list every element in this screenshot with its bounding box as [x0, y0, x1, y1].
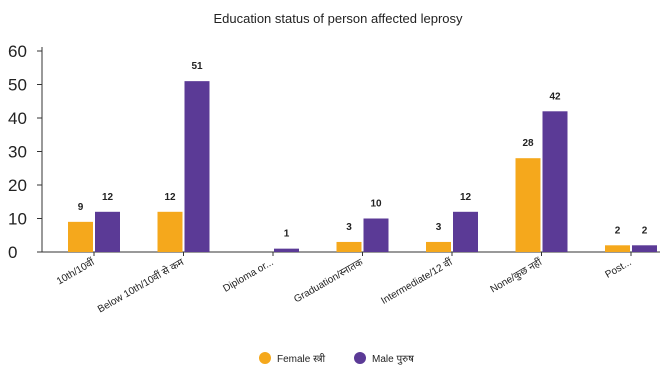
bar — [605, 245, 630, 252]
data-label: 42 — [549, 91, 561, 102]
bar — [453, 211, 478, 252]
data-label: 51 — [191, 61, 203, 72]
x-tick-label: Below 10th/10वीं से कम — [96, 256, 187, 316]
legend: Female स्त्री Male पुरुष — [259, 352, 414, 365]
bar — [363, 218, 389, 252]
data-label: 12 — [164, 192, 176, 203]
y-tick-label: 60 — [8, 42, 27, 61]
bar — [184, 81, 210, 253]
data-label: 12 — [460, 192, 472, 203]
y-tick-label: 10 — [8, 210, 27, 229]
bar — [336, 241, 362, 252]
bar — [95, 211, 120, 252]
data-label: 1 — [284, 229, 290, 240]
legend-label: Female स्त्री — [277, 353, 326, 365]
y-tick-label: 50 — [8, 76, 27, 95]
bar — [542, 111, 568, 252]
y-tick-label: 0 — [8, 243, 17, 262]
x-tick-label: Post... — [603, 257, 633, 281]
bar — [515, 158, 541, 252]
data-label: 3 — [436, 222, 442, 233]
data-label: 28 — [522, 138, 534, 149]
bar — [274, 248, 299, 252]
bar — [157, 211, 183, 252]
chart-title: Education status of person affected lepr… — [213, 11, 463, 26]
bar — [68, 221, 93, 252]
x-tick-label: None/कुछ नहीं — [488, 256, 544, 295]
data-label: 2 — [642, 225, 648, 236]
data-label: 2 — [615, 225, 621, 236]
x-tick-label: Intermediate/12 वीं — [379, 256, 455, 307]
data-label: 10 — [370, 199, 382, 210]
data-label: 12 — [102, 192, 114, 203]
data-label: 3 — [346, 222, 352, 233]
x-tick-label: Diploma or... — [221, 257, 275, 295]
data-label: 9 — [78, 202, 84, 213]
y-tick-label: 40 — [8, 109, 27, 128]
legend-swatch — [354, 352, 366, 364]
y-tick-label: 30 — [8, 143, 27, 162]
x-tick-label: 10th/10वीं — [55, 256, 97, 287]
y-tick-label: 20 — [8, 176, 27, 195]
legend-label: Male पुरुष — [372, 354, 414, 365]
bar — [426, 241, 451, 252]
x-tick-label: Graduation/स्नातक — [292, 257, 365, 305]
bar — [632, 245, 657, 252]
legend-swatch — [259, 352, 271, 364]
